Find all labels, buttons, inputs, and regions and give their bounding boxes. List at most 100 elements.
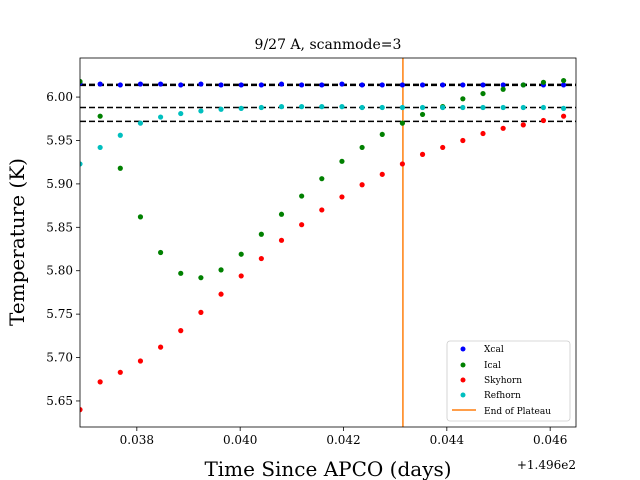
point-xcal	[319, 82, 325, 88]
point-refhorn	[319, 104, 325, 110]
point-xcal	[440, 82, 446, 88]
y-tick-label: 5.90	[46, 177, 73, 191]
y-axis-label: Temperature (K)	[5, 158, 29, 326]
point-refhorn	[520, 104, 526, 111]
point-refhorn	[379, 104, 385, 111]
point-refhorn	[238, 105, 244, 111]
point-skyhorn	[440, 144, 446, 151]
point-xcal	[399, 82, 405, 88]
point-xcal	[561, 82, 567, 88]
point-ical	[520, 82, 526, 88]
point-skyhorn	[117, 369, 123, 375]
point-refhorn	[339, 104, 345, 110]
point-ical	[97, 113, 103, 119]
point-skyhorn	[258, 255, 264, 262]
point-skyhorn	[561, 113, 567, 119]
legend-marker-ical	[460, 362, 466, 368]
point-refhorn	[137, 120, 144, 126]
legend-marker-skyhorn	[460, 377, 466, 383]
point-ical	[278, 211, 285, 217]
x-tick-label: 0.044	[430, 433, 465, 447]
point-skyhorn	[80, 407, 83, 413]
point-skyhorn	[359, 182, 365, 188]
y-tick-label: 5.80	[46, 264, 73, 278]
legend: Xcal Ical Skyhorn Refhorn End of Plateau	[446, 340, 571, 422]
point-skyhorn	[520, 122, 526, 128]
y-tick-label: 5.70	[46, 351, 73, 365]
point-refhorn	[198, 108, 204, 114]
legend-marker-refhorn	[460, 392, 466, 398]
point-ical	[238, 251, 244, 257]
point-ical	[299, 193, 305, 199]
legend-box	[446, 340, 571, 422]
point-ical	[198, 275, 204, 281]
point-skyhorn	[379, 171, 385, 177]
legend-marker-xcal	[460, 346, 466, 352]
point-ical	[480, 90, 486, 97]
point-refhorn	[359, 104, 365, 111]
point-refhorn	[399, 104, 405, 111]
point-ical	[540, 79, 547, 85]
legend-label-skyhorn: Skyhorn	[484, 376, 522, 386]
point-refhorn	[258, 104, 264, 111]
point-xcal	[97, 81, 103, 87]
y-tick-label: 5.75	[46, 307, 73, 321]
y-tick-label: 5.95	[46, 133, 73, 147]
point-ical	[359, 144, 365, 151]
point-xcal	[460, 82, 466, 88]
legend-label-xcal: Xcal	[484, 345, 504, 355]
x-tick-label: 0.042	[326, 433, 360, 447]
legend-label-refhorn: Refhorn	[484, 391, 521, 401]
point-ical	[500, 86, 506, 92]
point-skyhorn	[460, 137, 466, 144]
point-ical	[218, 267, 224, 273]
point-refhorn	[80, 161, 83, 167]
point-xcal	[258, 82, 264, 88]
point-ical	[319, 176, 325, 182]
x-axis-label: Time Since APCO (days)	[204, 457, 451, 480]
point-ical	[581, 74, 586, 79]
point-ical	[178, 270, 184, 276]
point-skyhorn	[299, 222, 305, 228]
point-xcal	[299, 82, 305, 88]
point-refhorn	[540, 104, 547, 111]
x-tick-label: 0.046	[533, 433, 567, 447]
point-skyhorn	[339, 194, 345, 200]
point-xcal	[500, 82, 506, 88]
point-skyhorn	[581, 109, 586, 114]
point-xcal	[117, 82, 123, 88]
point-ical	[399, 120, 405, 126]
x-axis-ticks: 0.038 0.040 0.042 0.044 0.046	[120, 427, 567, 447]
point-refhorn	[500, 104, 506, 111]
point-xcal	[379, 82, 385, 88]
point-xcal	[238, 82, 244, 88]
point-skyhorn	[198, 309, 204, 315]
point-refhorn	[218, 106, 224, 112]
point-xcal	[419, 82, 426, 88]
point-ical	[258, 231, 264, 237]
y-tick-label: 5.85	[46, 220, 73, 234]
point-ical	[137, 214, 144, 220]
point-skyhorn	[500, 125, 506, 131]
point-xcal	[178, 82, 184, 88]
legend-label-plateau: End of Plateau	[484, 407, 551, 417]
point-refhorn	[440, 104, 446, 111]
point-skyhorn	[319, 207, 325, 213]
y-axis-ticks: 5.65 5.70 5.75 5.80 5.85 5.90 5.95 6.00	[46, 90, 80, 408]
point-refhorn	[480, 104, 486, 111]
point-refhorn	[419, 104, 426, 111]
plot-frame	[79, 57, 577, 428]
point-xcal	[339, 81, 345, 87]
point-skyhorn	[178, 328, 184, 334]
point-skyhorn	[238, 273, 244, 279]
point-xcal	[581, 82, 586, 87]
point-ical	[117, 165, 123, 171]
point-ical	[460, 96, 466, 102]
x-tick-label: 0.038	[120, 433, 154, 447]
point-ical	[158, 249, 164, 256]
point-skyhorn	[419, 151, 426, 157]
y-tick-label: 5.65	[46, 394, 73, 408]
point-xcal	[137, 81, 144, 87]
point-xcal	[359, 82, 365, 88]
